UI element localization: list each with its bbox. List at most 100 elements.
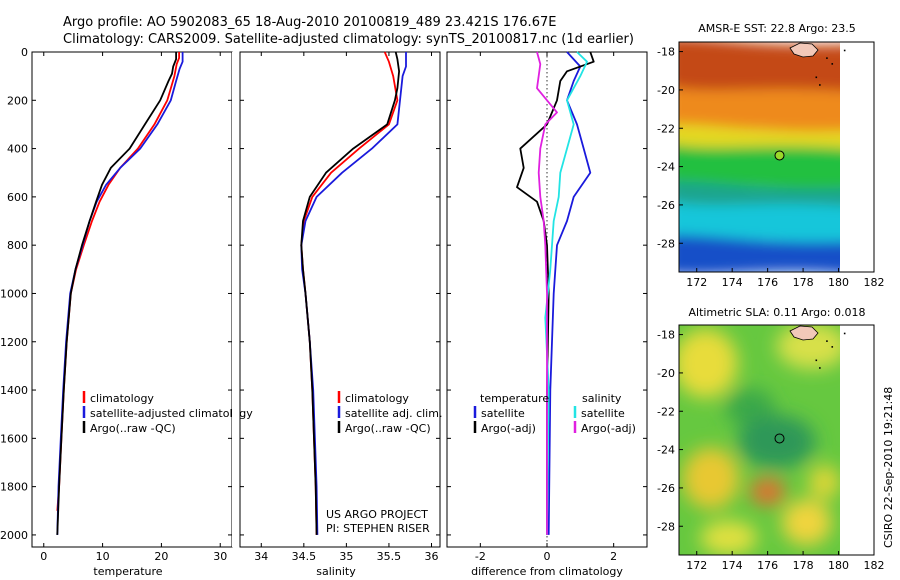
sst-x-tick-label: 178: [793, 276, 814, 289]
sla-land-mass: [789, 325, 819, 341]
sst-axes-frame: [678, 41, 875, 273]
difference-legend-temp-header: temperature: [480, 392, 549, 405]
temperature-legend-argo: Argo(..raw -QC): [90, 422, 176, 435]
sst-y-tick-label: -26: [657, 199, 675, 212]
sla-island: [831, 346, 834, 348]
sst-field: [679, 42, 840, 272]
sla-anomaly-blob: [808, 464, 840, 500]
difference-line-salinity-satellite: [544, 51, 588, 535]
difference-line-temperature-satellite: [547, 51, 592, 535]
difference-legend-ssat: satellite: [581, 407, 625, 420]
salinity-legend-clim: climatology: [345, 392, 409, 405]
sla-profile-marker: [774, 433, 785, 444]
sst-y-tick-label: -22: [657, 122, 675, 135]
sst-y-tick-label: -24: [657, 161, 675, 174]
temperature-y-tick-label: 400: [7, 143, 28, 156]
sst-x-tick-label: 180: [828, 276, 849, 289]
sst-y-tick-label: -18: [657, 46, 675, 59]
difference-line-temperature-argo-adj: [516, 51, 595, 535]
sla-anomaly-blob: [700, 520, 757, 555]
difference-y-ticks: [447, 51, 647, 536]
project-label: US ARGO PROJECT: [326, 508, 428, 521]
sla-island: [843, 332, 846, 335]
sst-island: [819, 84, 821, 86]
sla-x-tick-label: 174: [722, 559, 743, 572]
sla-y-tick-label: -18: [657, 329, 675, 342]
sst-band: [679, 124, 840, 151]
sla-island: [815, 359, 818, 362]
sla-anomaly-blob: [679, 328, 738, 398]
salinity-panel: 34 34.5 35 35.5 36 salinity climatology sate…: [239, 51, 442, 578]
sla-anomaly-blob: [776, 325, 840, 370]
sst-band: [679, 235, 840, 272]
pi-label: PI: STEPHEN RISER: [326, 522, 430, 535]
temperature-x-tick-label: 30: [213, 550, 227, 563]
salinity-x-tick-label: 35: [339, 550, 353, 563]
sst-island: [831, 63, 834, 65]
temperature-y-tick-label: 1400: [0, 384, 28, 397]
temperature-x-label: temperature: [93, 565, 162, 578]
sla-map-title: Altimetric SLA: 0.11 Argo: 0.018: [688, 306, 865, 319]
header-line1: Argo profile: AO 5902083_65 18-Aug-2010 …: [63, 15, 556, 30]
temperature-x-tick-label: 0: [40, 550, 47, 563]
sla-anomaly-blob: [781, 499, 832, 546]
temperature-legend-sat: satellite-adjusted climatology: [90, 407, 253, 420]
temperature-y-tick-label: 1800: [0, 481, 28, 494]
sla-y-tick-label: -22: [657, 405, 675, 418]
sst-land-mass: [789, 42, 819, 58]
sla-x-tick-label: 176: [757, 559, 778, 572]
sla-x-tick-label: 178: [793, 559, 814, 572]
difference-x-tick-label: 0: [544, 550, 551, 563]
footer-credit: CSIRO 22-Sep-2010 19:21:48: [882, 387, 895, 548]
temperature-y-tick-label: 1600: [0, 432, 28, 445]
temperature-y-tick-label: 1200: [0, 336, 28, 349]
temperature-series: [56, 52, 184, 535]
sla-y-tick-label: -20: [657, 367, 675, 380]
sla-x-ticks: 172 174 176 178 180 182: [686, 551, 885, 572]
salinity-legend: climatology satellite adj. clim. Argo(..…: [337, 391, 442, 435]
temperature-axes-frame: [31, 51, 233, 548]
difference-x-tick-label: -2: [475, 550, 486, 563]
temperature-y-ticks: 0 200 400 600 800 1000 1200 1400 1600 1800 2000: [0, 46, 232, 542]
difference-line-salinity-argo-adj: [536, 51, 558, 535]
salinity-x-tick-label: 34: [254, 550, 268, 563]
sla-y-tick-label: -24: [657, 444, 675, 457]
sla-x-tick-label: 172: [686, 559, 707, 572]
temperature-y-tick-label: 200: [7, 94, 28, 107]
sst-map-panel: AMSR-E SST: 22.8 Argo: 23.5 172 174 176 178…: [657, 22, 884, 289]
difference-x-ticks: -2 0 2: [475, 52, 617, 563]
salinity-legend-argo: Argo(..raw -QC): [345, 422, 431, 435]
sst-x-tick-label: 172: [686, 276, 707, 289]
salinity-series: [300, 51, 407, 535]
temperature-line-argo-raw-qc: [56, 52, 177, 535]
sst-island: [826, 57, 828, 59]
temperature-x-tick-label: 10: [96, 550, 110, 563]
salinity-x-label: salinity: [316, 565, 356, 578]
difference-x-tick-label: 2: [610, 550, 617, 563]
difference-x-label: difference from climatology: [471, 565, 623, 578]
sst-band: [679, 202, 840, 244]
difference-legend-sargo: Argo(-adj): [581, 422, 636, 435]
sla-axes-frame: [678, 324, 875, 556]
sst-y-tick-label: -28: [657, 237, 675, 250]
difference-legend: temperature salinity satellite Argo(-adj…: [473, 392, 636, 435]
sst-band: [679, 181, 840, 208]
sla-anomaly-blob: [749, 478, 786, 506]
difference-panel: -2 0 2 difference from climatology tempera…: [446, 51, 648, 578]
temperature-x-ticks: 0 10 20 30: [40, 52, 227, 563]
sst-islands: [815, 49, 846, 86]
sst-band: [679, 42, 840, 93]
sla-x-tick-label: 182: [864, 559, 885, 572]
temperature-y-tick-label: 2000: [0, 529, 28, 542]
sla-map-panel: Altimetric SLA: 0.11 Argo: 0.018 172 174 1…: [657, 306, 884, 572]
salinity-line-satellite-adj-clim: [300, 52, 407, 535]
sst-x-ticks: 172 174 176 178 180 182: [686, 268, 885, 289]
salinity-x-ticks: 34 34.5 35 35.5 36: [254, 52, 438, 563]
salinity-y-ticks: [240, 51, 440, 536]
sla-island: [819, 367, 821, 369]
sla-island: [826, 340, 828, 342]
sst-band: [679, 145, 840, 191]
salinity-x-tick-label: 36: [424, 550, 438, 563]
difference-series: [516, 51, 595, 535]
